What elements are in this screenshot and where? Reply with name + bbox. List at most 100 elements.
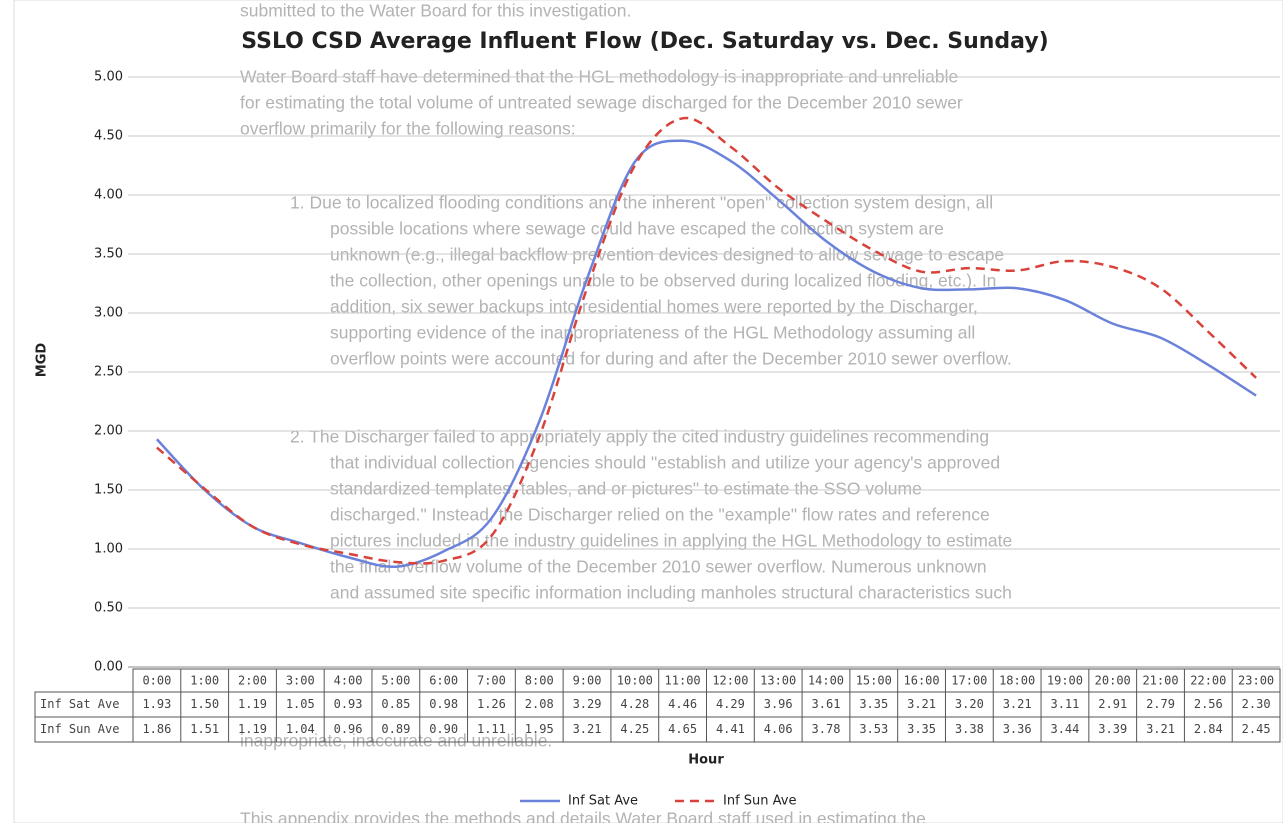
table-cell: 0.85 [381,697,410,711]
table-cell: 1.93 [142,697,171,711]
table-cell: 3.96 [764,697,793,711]
legend-label: Inf Sun Ave [723,794,796,809]
table-cell: 1.19 [238,722,267,736]
document-line: unknown (e.g., illegal backflow preventi… [330,245,1004,265]
table-cell: 1.11 [477,722,506,736]
y-axis-label: MGD [35,343,50,378]
table-cell: 1.05 [286,697,315,711]
x-tick-label: 3:00 [286,674,315,688]
x-tick-label: 20:00 [1095,674,1131,688]
document-line: the final overflow volume of the Decembe… [330,557,987,577]
document-line: the collection, other openings unable to… [330,271,996,291]
table-cell: 1.50 [190,697,219,711]
table-cell: 3.21 [1146,722,1175,736]
document-line: submitted to the Water Board for this in… [240,1,631,21]
document-line: and assumed site specific information in… [330,583,1012,603]
x-tick-label: 15:00 [856,674,892,688]
x-tick-label: 4:00 [334,674,363,688]
y-tick-label: 4.50 [94,129,123,144]
table-cell: 2.30 [1242,697,1271,711]
y-tick-label: 0.00 [94,660,123,675]
table-cell: 3.20 [955,697,984,711]
x-axis-label: Hour [688,753,724,768]
series-line [156,116,1257,565]
table-cell: 2.08 [525,697,554,711]
y-tick-label: 2.50 [94,365,123,380]
document-line: overflow primarily for the following rea… [240,119,576,139]
table-cell: 2.91 [1098,697,1127,711]
table-cell: 3.38 [955,722,984,736]
table-cell: 4.65 [668,722,697,736]
y-tick-label: 1.50 [94,483,123,498]
x-tick-label: 13:00 [760,674,796,688]
table-cell: 1.04 [286,722,315,736]
document-line: discharged." Instead, the Discharger rel… [330,505,990,525]
document-line: 2. The Discharger failed to appropriatel… [290,427,989,447]
table-cell: 2.84 [1194,722,1223,736]
y-tick-label: 5.00 [94,70,123,85]
table-cell: 3.21 [1003,697,1032,711]
document-line: pictures included in the industry guidel… [330,531,1012,551]
table-cell: 2.79 [1146,697,1175,711]
y-tick-label: 3.00 [94,306,123,321]
document-line: overflow points were accounted for durin… [330,349,1012,369]
y-tick-label: 4.00 [94,188,123,203]
x-tick-label: 0:00 [142,674,171,688]
table-cell: 1.26 [477,697,506,711]
table-cell: 4.29 [716,697,745,711]
table-cell: 0.96 [334,722,363,736]
row-label: Inf Sun Ave [40,722,119,736]
table-cell: 3.61 [812,697,841,711]
x-tick-label: 6:00 [429,674,458,688]
table-cell: 3.21 [907,697,936,711]
table-cell: 4.25 [620,722,649,736]
table-cell: 2.45 [1242,722,1271,736]
document-line: for estimating the total volume of untre… [240,93,963,113]
table-cell: 4.28 [620,697,649,711]
x-tick-label: 19:00 [1047,674,1083,688]
document-line: inappropriate, inaccurate and unreliable… [240,731,552,751]
table-cell: 4.06 [764,722,793,736]
document-line: addition, six sewer backups into residen… [330,297,978,317]
frame [13,0,1283,823]
table-cell: 0.89 [381,722,410,736]
legend-label: Inf Sat Ave [568,794,638,809]
table-cell: 1.86 [142,722,171,736]
document-line: 1. Due to localized flooding conditions … [290,193,993,213]
table-cell: 1.95 [525,722,554,736]
table-cell: 0.98 [429,697,458,711]
x-tick-label: 16:00 [904,674,940,688]
y-tick-label: 1.00 [94,542,123,557]
series-line [155,139,1257,568]
table-cell: 3.35 [859,697,888,711]
table-cell: 0.93 [334,697,363,711]
table-cell: 3.29 [573,697,602,711]
table-cell: 3.35 [907,722,936,736]
document-line: supporting evidence of the inappropriate… [330,323,975,343]
table-cell: 3.36 [1003,722,1032,736]
document-line: that individual collection agencies shou… [330,453,1000,473]
x-tick-label: 21:00 [1142,674,1178,688]
x-tick-label: 9:00 [573,674,602,688]
y-tick-label: 0.50 [94,601,123,616]
x-tick-label: 22:00 [1190,674,1226,688]
document-line: This appendix provides the methods and d… [240,809,926,823]
table-cell: 0.90 [429,722,458,736]
x-tick-label: 5:00 [381,674,410,688]
y-tick-label: 2.00 [94,424,123,439]
y-tick-label: 3.50 [94,247,123,262]
table-cell: 2.56 [1194,697,1223,711]
table-cell: 3.78 [812,722,841,736]
chart-title: SSLO CSD Average Influent Flow (Dec. Sat… [241,29,1049,54]
table-cell: 3.21 [573,722,602,736]
x-tick-label: 17:00 [951,674,987,688]
document-line: standardized templates, tables, and or p… [330,479,922,499]
x-tick-label: 14:00 [808,674,844,688]
table-cell: 4.46 [668,697,697,711]
x-tick-label: 18:00 [999,674,1035,688]
document-line: possible locations where sewage could ha… [330,219,944,239]
x-tick-label: 10:00 [617,674,653,688]
table-cell: 1.19 [238,697,267,711]
x-tick-label: 23:00 [1238,674,1274,688]
x-tick-label: 8:00 [525,674,554,688]
